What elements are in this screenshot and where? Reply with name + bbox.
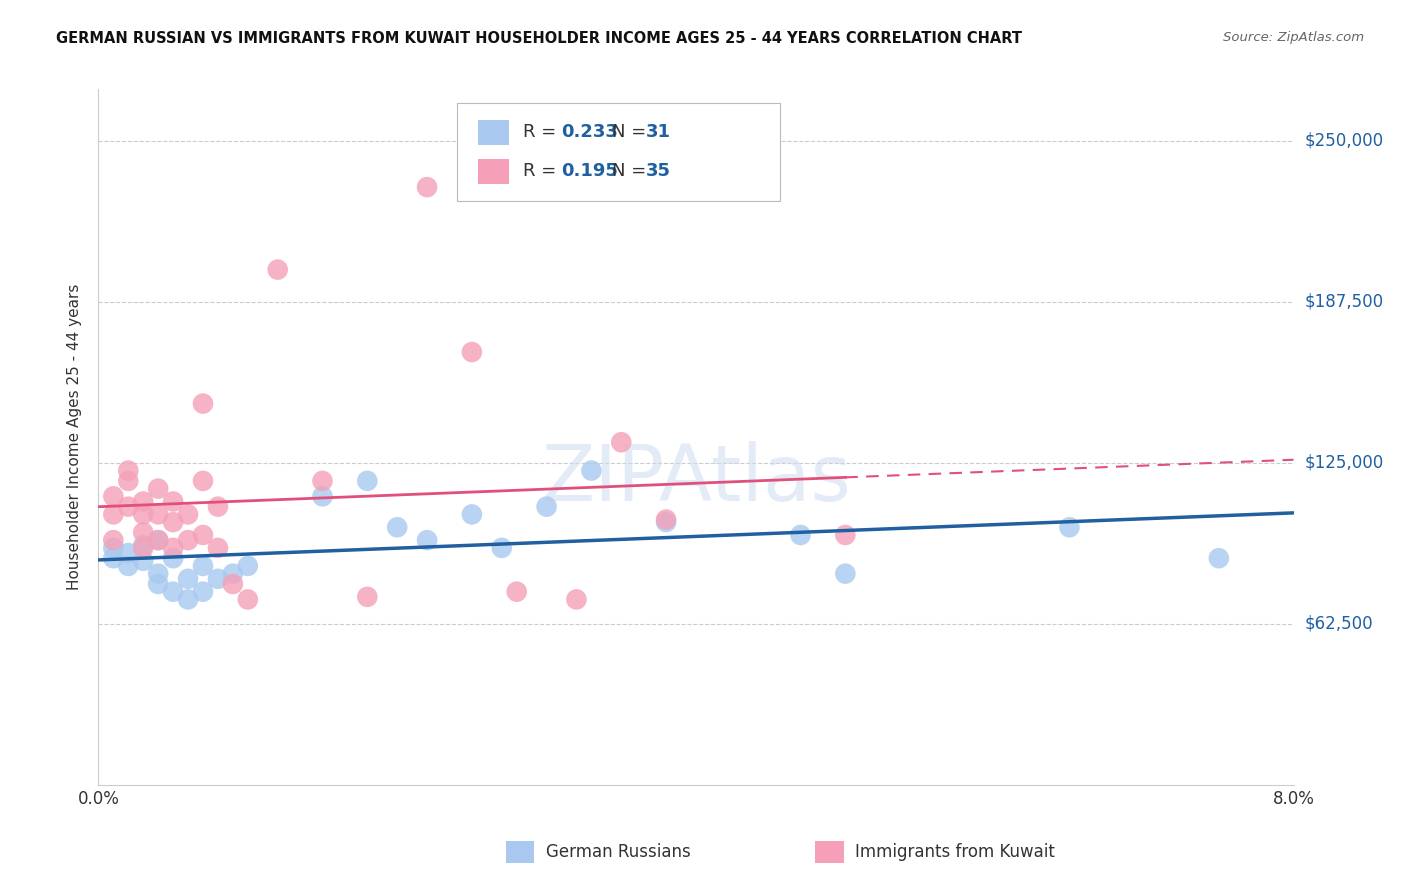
Point [191, 528, 214, 542]
Point [132, 541, 155, 555]
Text: 0.233: 0.233 [561, 123, 617, 141]
Point [506, 584, 529, 599]
Point [356, 474, 378, 488]
Point [177, 572, 200, 586]
Point [177, 508, 200, 522]
Text: N =: N = [612, 162, 651, 180]
Point [207, 500, 229, 514]
Text: 0.195: 0.195 [561, 162, 617, 180]
Point [222, 577, 245, 591]
Text: R =: R = [523, 123, 562, 141]
Point [132, 494, 155, 508]
Point [655, 515, 678, 529]
Point [191, 474, 214, 488]
Point [103, 508, 125, 522]
Point [461, 345, 484, 359]
Point [1059, 520, 1081, 534]
Point [103, 533, 125, 548]
Point [416, 180, 439, 194]
Point [162, 494, 184, 508]
Text: German Russians: German Russians [546, 843, 690, 861]
Point [789, 528, 811, 542]
Point [191, 584, 214, 599]
Point [162, 541, 184, 555]
Point [461, 508, 484, 522]
Point [222, 566, 245, 581]
Text: GERMAN RUSSIAN VS IMMIGRANTS FROM KUWAIT HOUSEHOLDER INCOME AGES 25 - 44 YEARS C: GERMAN RUSSIAN VS IMMIGRANTS FROM KUWAIT… [56, 31, 1022, 46]
Point [117, 474, 139, 488]
Point [191, 396, 214, 410]
Point [491, 541, 513, 555]
Point [162, 515, 184, 529]
Point [207, 572, 229, 586]
Point [356, 590, 378, 604]
Point [132, 525, 155, 540]
Point [103, 541, 125, 555]
Point [416, 533, 439, 548]
Point [536, 500, 558, 514]
Text: ZIPAtlas: ZIPAtlas [541, 441, 851, 516]
Point [236, 558, 259, 573]
Text: R =: R = [523, 162, 562, 180]
Point [117, 464, 139, 478]
Point [117, 558, 139, 573]
Point [207, 541, 229, 555]
Point [581, 464, 603, 478]
Point [148, 533, 170, 548]
Point [148, 508, 170, 522]
Point [132, 554, 155, 568]
Point [610, 435, 633, 450]
Point [117, 500, 139, 514]
Point [103, 489, 125, 503]
Point [311, 489, 333, 503]
Point [132, 508, 155, 522]
Point [103, 551, 125, 566]
Text: 31: 31 [645, 123, 671, 141]
Point [236, 592, 259, 607]
Point [148, 482, 170, 496]
Point [191, 558, 214, 573]
Text: 35: 35 [645, 162, 671, 180]
Point [162, 551, 184, 566]
Point [834, 566, 856, 581]
Text: N =: N = [612, 123, 651, 141]
Point [148, 533, 170, 548]
Text: $250,000: $250,000 [1305, 132, 1384, 150]
Point [1208, 551, 1230, 566]
Point [565, 592, 588, 607]
Text: Immigrants from Kuwait: Immigrants from Kuwait [855, 843, 1054, 861]
Point [117, 546, 139, 560]
Point [834, 528, 856, 542]
Text: $62,500: $62,500 [1305, 615, 1374, 633]
Point [148, 577, 170, 591]
Point [132, 538, 155, 552]
Point [162, 584, 184, 599]
Point [148, 566, 170, 581]
Point [177, 592, 200, 607]
Point [311, 474, 333, 488]
Y-axis label: Householder Income Ages 25 - 44 years: Householder Income Ages 25 - 44 years [67, 284, 83, 591]
Point [655, 512, 678, 526]
Text: $125,000: $125,000 [1305, 454, 1384, 472]
Text: $187,500: $187,500 [1305, 293, 1384, 310]
Point [385, 520, 409, 534]
Text: Source: ZipAtlas.com: Source: ZipAtlas.com [1223, 31, 1364, 45]
Point [267, 262, 290, 277]
Point [177, 533, 200, 548]
